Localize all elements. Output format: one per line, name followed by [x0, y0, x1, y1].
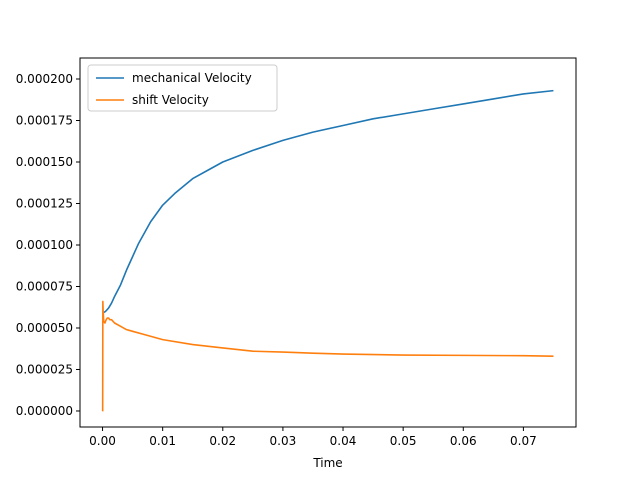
axes-frame [79, 57, 577, 428]
y-axis: 0.000000 0.000025 0.000050 0.000075 0.000100… [16, 72, 80, 418]
x-tick-label: 0.01 [149, 434, 176, 448]
x-tick-label: 0.04 [330, 434, 357, 448]
series-line-mechanical-velocity [102, 89, 554, 314]
series-layer [101, 89, 554, 412]
x-tick-label: 0.03 [270, 434, 297, 448]
x-tick-label: 0.00 [89, 434, 116, 448]
legend-label: mechanical Velocity [132, 71, 252, 85]
y-tick-label: 0.000075 [16, 279, 73, 293]
x-tick-label: 0.05 [390, 434, 417, 448]
x-tick-label: 0.06 [450, 434, 477, 448]
series-line-shift-velocity [101, 300, 554, 412]
x-axis: 0.00 0.01 0.02 0.03 0.04 0.05 0.06 0.07 [89, 427, 537, 448]
legend: mechanical Velocity shift Velocity [87, 64, 278, 112]
legend-box [87, 64, 278, 112]
y-tick-label: 0.000000 [16, 404, 73, 418]
y-tick-label: 0.000050 [16, 321, 73, 335]
y-tick-label: 0.000100 [16, 238, 73, 252]
legend-label: shift Velocity [132, 93, 209, 107]
y-tick-label: 0.000150 [16, 155, 73, 169]
y-tick-label: 0.000175 [16, 113, 73, 127]
y-tick-label: 0.000125 [16, 196, 73, 210]
y-tick-label: 0.000200 [16, 72, 73, 86]
y-tick-label: 0.000025 [16, 362, 73, 376]
x-tick-label: 0.07 [510, 434, 537, 448]
x-axis-label: Time [312, 456, 342, 470]
x-tick-label: 0.02 [209, 434, 236, 448]
